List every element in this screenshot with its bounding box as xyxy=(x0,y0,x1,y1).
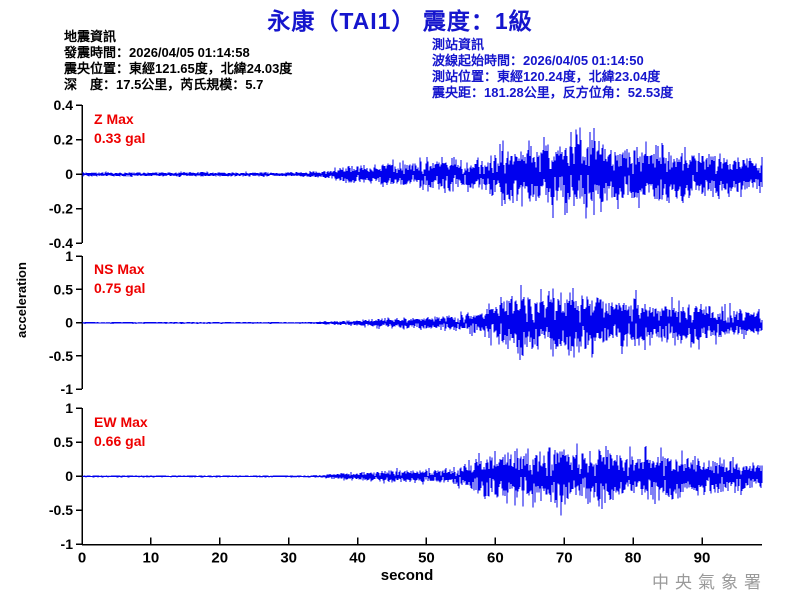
y-axis-label: acceleration xyxy=(14,262,29,338)
y-tick-label-Z: 0 xyxy=(65,166,73,182)
y-tick-label-Z: -0.4 xyxy=(49,235,73,251)
x-tick-label: 40 xyxy=(349,550,366,567)
epicenter-location: 震央位置：東經121.65度，北緯24.03度 xyxy=(64,61,293,76)
ew-max-label: EW Max 0.66 gal xyxy=(94,414,148,449)
y-tick-label-NS: 0 xyxy=(65,315,73,331)
y-tick-label-EW: 0 xyxy=(65,468,73,484)
y-tick-label-Z: 0.2 xyxy=(54,132,74,148)
y-tick-label-NS: -0.5 xyxy=(49,348,73,364)
ns-max-label: NS Max 0.75 gal xyxy=(94,261,146,296)
waveform-Z xyxy=(82,127,763,219)
x-tick-label: 80 xyxy=(625,550,642,567)
y-tick-label-EW: 0.5 xyxy=(54,434,74,450)
waveform-EW xyxy=(82,443,763,516)
station-info-block: 測站資訊 波線起始時間：2026/04/05 01:14:50 測站位置：東經1… xyxy=(432,37,673,101)
x-tick-label: 60 xyxy=(487,550,504,567)
earthquake-info-heading: 地震資訊 xyxy=(64,29,117,44)
agency-watermark: 中央氣象署 xyxy=(652,573,767,592)
y-tick-label-EW: -1 xyxy=(61,536,74,552)
z-max-label: Z Max 0.33 gal xyxy=(94,111,146,146)
y-tick-label-Z: 0.4 xyxy=(54,97,74,113)
station-location: 測站位置：東經120.24度，北緯23.04度 xyxy=(432,69,661,84)
earthquake-info-block: 地震資訊 發震時間：2026/04/05 01:14:58 震央位置：東經121… xyxy=(64,29,292,93)
station-info-heading: 測站資訊 xyxy=(432,37,485,52)
y-tick-label-NS: 0.5 xyxy=(54,281,74,297)
y-tick-label-Z: -0.2 xyxy=(49,201,73,217)
x-tick-label: 20 xyxy=(211,550,228,567)
x-tick-label: 30 xyxy=(280,550,297,567)
depth-magnitude: 深 度：17.5公里，芮氏規模：5.7 xyxy=(64,77,264,92)
y-tick-label-NS: -1 xyxy=(61,381,74,397)
x-tick-label: 50 xyxy=(418,550,435,567)
x-tick-label: 10 xyxy=(143,550,160,567)
wave-start-time: 波線起始時間：2026/04/05 01:14:50 xyxy=(432,53,644,68)
y-tick-label-NS: 1 xyxy=(65,248,73,264)
x-tick-label: 90 xyxy=(694,550,711,567)
origin-time: 發震時間：2026/04/05 01:14:58 xyxy=(64,45,250,60)
y-tick-label-EW: -0.5 xyxy=(49,502,73,518)
waveform-NS xyxy=(82,285,763,361)
page-title: 永康（TAI1） 震度：1級 xyxy=(267,8,533,34)
x-tick-label: 70 xyxy=(556,550,573,567)
x-tick-label: 0 xyxy=(78,550,86,567)
y-tick-label-EW: 1 xyxy=(65,400,73,416)
x-axis-label: second xyxy=(380,567,434,584)
epicentral-distance: 震央距：181.28公里，反方位角：52.53度 xyxy=(432,85,674,100)
